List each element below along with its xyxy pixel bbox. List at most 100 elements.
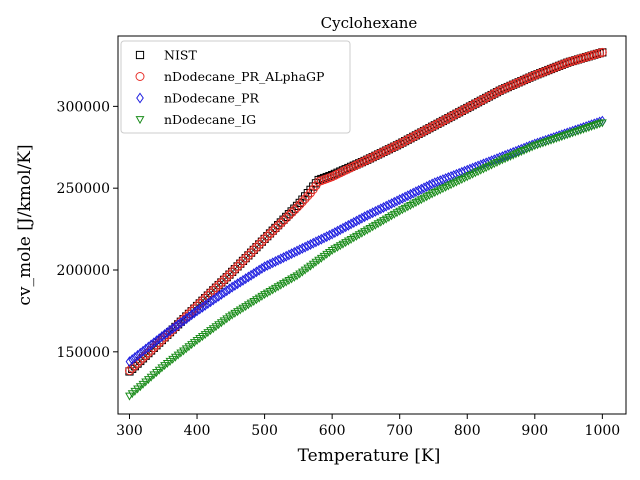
series-2-point — [182, 313, 191, 325]
series-1-point — [260, 234, 270, 244]
series-1-point — [235, 259, 245, 269]
series-2-point — [309, 237, 318, 249]
x-tick-label: 700 — [386, 423, 413, 439]
series-2-point — [168, 323, 177, 335]
series-2-point — [395, 194, 404, 206]
legend-marker-0 — [135, 50, 145, 60]
series-1-point — [303, 191, 313, 201]
series-2-point — [212, 292, 220, 304]
series-2-point — [303, 240, 312, 252]
series-2-point — [147, 339, 155, 351]
series-2-point — [133, 349, 142, 361]
series-1-point — [243, 250, 253, 260]
series-2-point — [217, 288, 226, 300]
legend-entry-0: NIST — [164, 48, 197, 63]
series-2-point — [139, 345, 147, 357]
series-2-point — [314, 235, 323, 247]
series-3-point — [597, 119, 607, 128]
series-2-point — [325, 229, 334, 241]
legend-entry-2: nDodecane_PR — [164, 91, 260, 106]
series-1-point — [219, 275, 229, 285]
series-2-point — [320, 232, 328, 244]
series-2-point — [344, 219, 353, 231]
series-1-point — [281, 213, 291, 223]
legend-entry-3: nDodecane_IG — [164, 112, 256, 127]
series-2-point — [241, 273, 250, 285]
series-2-point — [398, 192, 407, 204]
series-2-point — [195, 303, 204, 315]
series-2-point — [331, 227, 339, 239]
series-2-point — [371, 205, 380, 217]
series-2-point — [149, 337, 158, 349]
series-1-point — [211, 283, 221, 293]
series-1-point — [224, 270, 234, 280]
series-2-point — [333, 225, 342, 237]
series-1-point — [597, 47, 607, 57]
series-1-point — [249, 245, 259, 255]
series-2-point — [266, 258, 274, 270]
series-1-point — [208, 285, 218, 295]
series-2-point — [252, 266, 261, 278]
series-2-point — [260, 261, 269, 273]
x-tick-label: 900 — [521, 423, 548, 439]
series-2-point — [306, 239, 315, 250]
series-1-point — [297, 197, 307, 207]
series-2-point — [412, 186, 420, 198]
series-2-point — [322, 231, 331, 243]
series-2-point — [193, 305, 201, 317]
series-2-point — [255, 264, 264, 276]
series-2-point — [379, 202, 388, 213]
series-2-point — [239, 274, 247, 286]
x-tick-label: 1000 — [585, 423, 621, 439]
y-tick-label: 250000 — [57, 181, 110, 197]
series-2-point — [349, 217, 358, 228]
x-axis-label: Temperature [K] — [298, 446, 441, 466]
series-1-point — [289, 205, 299, 215]
axis-ticks: 300 400 500 600 700 800 900 1000 150000 200000 250… — [57, 99, 621, 439]
series-2-point — [385, 199, 393, 211]
series-2-point — [355, 214, 363, 226]
series-2-point — [163, 327, 172, 338]
series-2-point — [268, 257, 277, 269]
series-2-point — [401, 191, 409, 203]
legend-marker-2 — [136, 92, 144, 104]
series-2-point — [336, 224, 345, 236]
series-2-point — [201, 299, 209, 311]
legend-box — [120, 40, 351, 134]
series-1-point — [262, 231, 272, 241]
series-2-point — [166, 325, 174, 337]
series-1-point — [251, 242, 261, 252]
series-1-point — [295, 200, 305, 210]
series-2-point — [368, 207, 377, 219]
series-2-point — [214, 290, 223, 302]
series-1-point — [257, 237, 267, 247]
series-2-point — [390, 196, 399, 208]
series-2-point — [258, 262, 266, 274]
series-2-point — [125, 356, 134, 368]
series-2-point — [263, 259, 272, 271]
series-1-point — [233, 261, 243, 271]
legend-entry-1: nDodecane_PR_ALphaGP — [164, 69, 324, 84]
series-1-point — [287, 208, 297, 218]
series-2-point — [374, 204, 382, 216]
series-2-point — [171, 321, 180, 333]
series-2-point — [228, 281, 236, 293]
x-tick-label: 300 — [116, 423, 143, 439]
series-2-point — [247, 269, 255, 281]
y-tick-label: 300000 — [57, 99, 110, 115]
series-2-point — [274, 254, 282, 266]
series-1-point — [279, 216, 289, 226]
series-2-point — [187, 309, 196, 321]
x-tick-label: 500 — [251, 423, 278, 439]
series-2-point — [406, 188, 415, 200]
series-1-point — [273, 221, 283, 231]
series-1-point — [254, 239, 264, 249]
axes-frame — [117, 35, 627, 415]
series-1-point — [246, 248, 256, 258]
series-2-point — [328, 228, 336, 240]
series-3 — [125, 119, 607, 401]
series-2-point — [298, 242, 307, 254]
series-1-point — [230, 264, 240, 274]
plot-area — [124, 47, 607, 401]
series-2-point — [279, 252, 288, 264]
